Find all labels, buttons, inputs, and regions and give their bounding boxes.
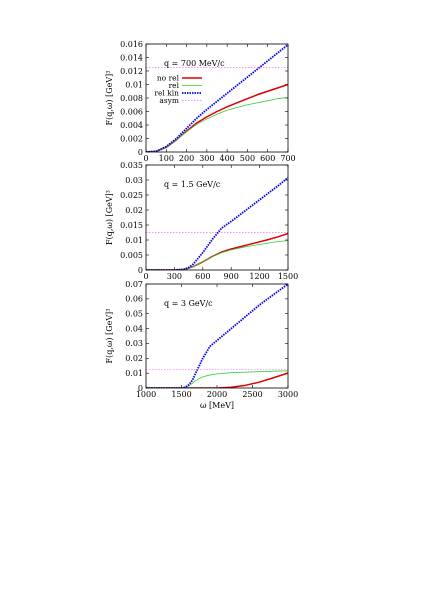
x-tick-label: 2500 bbox=[242, 390, 262, 399]
legend-label-asym: asym bbox=[159, 96, 179, 105]
y-tick-label: 0.006 bbox=[120, 107, 143, 116]
panel-annotation: q = 700 MeV/c bbox=[164, 59, 225, 68]
y-tick-label: 0.04 bbox=[125, 324, 143, 333]
x-tick-label: 0 bbox=[143, 154, 148, 163]
y-tick-label: 0.016 bbox=[120, 40, 143, 49]
y-tick-label: 0.035 bbox=[120, 161, 143, 170]
y-tick-label: 0.05 bbox=[125, 310, 143, 319]
y-tick-label: 0.005 bbox=[120, 251, 143, 260]
x-tick-label: 900 bbox=[224, 272, 239, 281]
chart-panel-2: 0 0.005 0.01 0.015 0.02 0.025 0.03 0.035 0 300 600… bbox=[105, 161, 298, 281]
y-tick-label: 0.025 bbox=[120, 191, 143, 200]
x-tick-label: 300 bbox=[199, 154, 214, 163]
y-axis-label: F(q,ω) [GeV]³ bbox=[105, 71, 114, 126]
y-tick-label: 0 bbox=[138, 266, 143, 275]
plot-frame bbox=[145, 164, 289, 271]
series-line-rel bbox=[146, 96, 288, 152]
chart-panel-1: 0 0.002 0.004 0.006 0.008 0.01 0.012 0.014 0.016… bbox=[105, 40, 296, 163]
series-group bbox=[146, 284, 288, 388]
x-tick-label: 400 bbox=[220, 154, 235, 163]
y-tick-label: 0.004 bbox=[120, 121, 143, 130]
y-tick-label: 0.07 bbox=[125, 280, 143, 289]
panel-annotation: q = 1.5 GeV/c bbox=[164, 180, 221, 189]
y-tick-label: 0.012 bbox=[120, 67, 143, 76]
y-tick-label: 0.01 bbox=[125, 369, 143, 378]
legend-label-no-rel: no rel bbox=[157, 74, 180, 83]
x-tick-label: 300 bbox=[167, 272, 182, 281]
series-line-rel-kin bbox=[146, 176, 288, 270]
y-axis-label: F(q,ω) [GeV]³ bbox=[105, 309, 114, 364]
series-line-rel-kin bbox=[146, 284, 288, 388]
series-line-rel-kin bbox=[146, 44, 288, 152]
series-line-no-rel bbox=[146, 372, 288, 388]
y-tick-label: 0.015 bbox=[120, 221, 143, 230]
y-tick-label: 0.01 bbox=[125, 80, 143, 89]
x-tick-label: 500 bbox=[240, 154, 255, 163]
y-tick-label: 0.02 bbox=[125, 354, 143, 363]
x-axis-label: ω [MeV] bbox=[200, 401, 234, 410]
y-tick-label: 0 bbox=[138, 148, 143, 157]
y-tick-label: 0.008 bbox=[120, 94, 143, 103]
series-line-rel bbox=[146, 240, 288, 270]
y-tick-label: 0.03 bbox=[125, 339, 143, 348]
y-tick-label: 0.014 bbox=[120, 53, 143, 62]
legend-label-rel-kin: rel kin bbox=[154, 89, 179, 98]
chart-panel-3: 0 0.01 0.02 0.03 0.04 0.05 0.06 0.07 1000 1500 200… bbox=[105, 280, 298, 410]
x-tick-label: 0 bbox=[143, 272, 148, 281]
panel-annotation: q = 3 GeV/c bbox=[164, 299, 213, 308]
x-tick-label: 700 bbox=[280, 154, 295, 163]
plot-frame bbox=[145, 283, 289, 389]
plot-frame bbox=[145, 43, 289, 153]
x-tick-label: 600 bbox=[260, 154, 275, 163]
y-tick-label: 0.06 bbox=[125, 295, 143, 304]
x-tick-label: 3000 bbox=[278, 390, 298, 399]
series-group bbox=[146, 176, 288, 270]
x-tick-label: 1500 bbox=[278, 272, 298, 281]
y-axis-label: F(q,ω) [GeV]³ bbox=[105, 190, 114, 245]
x-tick-label: 200 bbox=[179, 154, 194, 163]
y-tick-label: 0.03 bbox=[125, 176, 143, 185]
y-tick-label: 0.01 bbox=[125, 236, 143, 245]
series-line-no-rel bbox=[146, 232, 288, 270]
x-tick-label: 100 bbox=[159, 154, 174, 163]
y-tick-label: 0 bbox=[138, 384, 143, 393]
x-tick-label: 2000 bbox=[207, 390, 227, 399]
series-group bbox=[146, 44, 288, 152]
series-line-rel bbox=[146, 370, 288, 388]
legend-label-rel: rel bbox=[169, 81, 180, 90]
x-tick-label: 1200 bbox=[249, 272, 269, 281]
x-tick-label: 1500 bbox=[171, 390, 191, 399]
y-tick-label: 0.02 bbox=[125, 206, 143, 215]
x-tick-label: 1000 bbox=[136, 390, 156, 399]
x-tick-label: 600 bbox=[195, 272, 210, 281]
y-tick-label: 0.002 bbox=[120, 134, 143, 143]
